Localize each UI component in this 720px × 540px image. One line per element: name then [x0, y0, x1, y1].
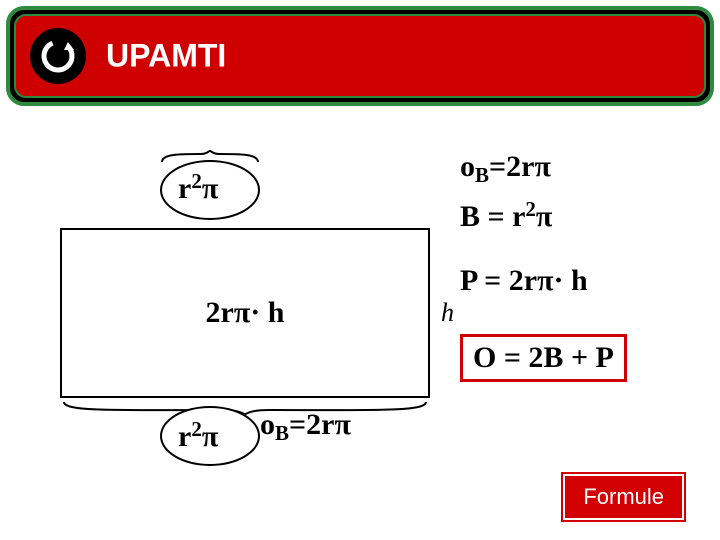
cylinder-net-diagram: r2π 2rπ· h h oB=2rπ r2π: [60, 160, 430, 470]
formula-circumference: oB=2rπ: [460, 150, 660, 184]
formule-button[interactable]: Formule: [563, 474, 684, 520]
lateral-rectangle: 2rπ· h h: [60, 228, 430, 398]
header-outer: UPAMTI: [6, 6, 714, 106]
refresh-icon: [30, 28, 86, 84]
formula-base-area: B = r2π: [460, 200, 660, 234]
circumference-label: oB=2rπ: [260, 408, 351, 442]
bottom-circle-label: r2π: [178, 420, 218, 454]
formula-list: oB=2rπ B = r2π P = 2rπ· h O = 2B + P: [460, 150, 660, 382]
header-title: UPAMTI: [106, 38, 226, 75]
height-label: h: [441, 298, 454, 328]
circle-arrow-icon: [38, 36, 78, 76]
lateral-area-label: 2rπ· h: [206, 296, 285, 330]
formula-total-area-box: O = 2B + P: [460, 334, 627, 382]
top-circle-label: r2π: [178, 172, 218, 206]
formula-lateral-area: P = 2rπ· h: [460, 264, 660, 298]
top-brace-icon: [160, 150, 260, 164]
header-inner: UPAMTI: [14, 14, 706, 98]
